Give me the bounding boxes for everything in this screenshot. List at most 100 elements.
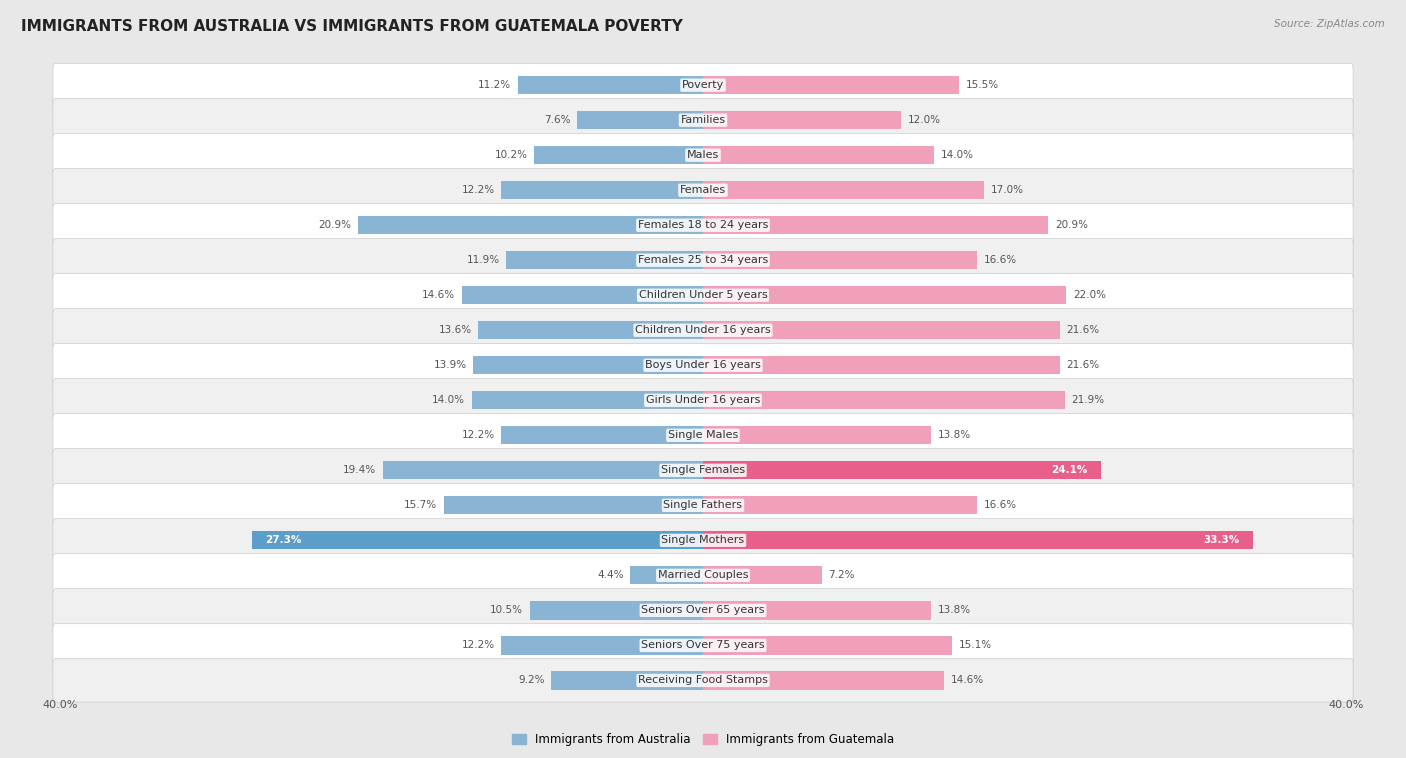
Text: 22.0%: 22.0% bbox=[1073, 290, 1107, 300]
Text: 19.4%: 19.4% bbox=[343, 465, 375, 475]
FancyBboxPatch shape bbox=[53, 449, 1353, 492]
Bar bbox=[703, 76, 959, 94]
Bar bbox=[444, 496, 703, 515]
Text: 12.2%: 12.2% bbox=[461, 185, 495, 196]
FancyBboxPatch shape bbox=[53, 553, 1353, 597]
Text: 33.3%: 33.3% bbox=[1204, 535, 1240, 545]
Text: 14.6%: 14.6% bbox=[950, 675, 984, 685]
Text: 15.7%: 15.7% bbox=[404, 500, 437, 510]
Text: Females 18 to 24 years: Females 18 to 24 years bbox=[638, 221, 768, 230]
Bar bbox=[703, 181, 984, 199]
Bar bbox=[703, 391, 1064, 409]
Text: 16.6%: 16.6% bbox=[984, 500, 1017, 510]
Text: 24.1%: 24.1% bbox=[1052, 465, 1088, 475]
FancyBboxPatch shape bbox=[53, 133, 1353, 177]
Text: 13.9%: 13.9% bbox=[433, 360, 467, 370]
FancyBboxPatch shape bbox=[53, 64, 1353, 107]
FancyBboxPatch shape bbox=[53, 484, 1353, 527]
Text: Single Mothers: Single Mothers bbox=[661, 535, 745, 545]
Text: Girls Under 16 years: Girls Under 16 years bbox=[645, 396, 761, 406]
Text: 13.8%: 13.8% bbox=[938, 431, 970, 440]
Bar bbox=[703, 601, 931, 619]
Text: Females 25 to 34 years: Females 25 to 34 years bbox=[638, 255, 768, 265]
Bar bbox=[461, 286, 703, 305]
Text: Married Couples: Married Couples bbox=[658, 570, 748, 581]
Bar bbox=[703, 321, 1060, 340]
Bar bbox=[252, 531, 703, 550]
Bar bbox=[578, 111, 703, 130]
Text: Single Females: Single Females bbox=[661, 465, 745, 475]
Text: 21.6%: 21.6% bbox=[1066, 325, 1099, 335]
FancyBboxPatch shape bbox=[53, 343, 1353, 387]
Bar bbox=[703, 146, 934, 164]
Bar bbox=[703, 566, 823, 584]
Text: 21.9%: 21.9% bbox=[1071, 396, 1105, 406]
Bar bbox=[357, 216, 703, 234]
Text: 20.9%: 20.9% bbox=[1054, 221, 1088, 230]
Text: Seniors Over 75 years: Seniors Over 75 years bbox=[641, 641, 765, 650]
FancyBboxPatch shape bbox=[53, 589, 1353, 632]
Bar bbox=[703, 461, 1101, 479]
Bar bbox=[506, 251, 703, 269]
Bar bbox=[474, 356, 703, 374]
FancyBboxPatch shape bbox=[53, 518, 1353, 562]
Text: Children Under 16 years: Children Under 16 years bbox=[636, 325, 770, 335]
Text: 27.3%: 27.3% bbox=[266, 535, 301, 545]
FancyBboxPatch shape bbox=[53, 274, 1353, 317]
Bar bbox=[502, 181, 703, 199]
FancyBboxPatch shape bbox=[53, 659, 1353, 702]
Bar bbox=[382, 461, 703, 479]
Text: 13.8%: 13.8% bbox=[938, 606, 970, 615]
FancyBboxPatch shape bbox=[53, 624, 1353, 667]
Bar bbox=[703, 531, 1253, 550]
Bar bbox=[478, 321, 703, 340]
Text: 7.6%: 7.6% bbox=[544, 115, 571, 125]
Text: Single Males: Single Males bbox=[668, 431, 738, 440]
Text: Boys Under 16 years: Boys Under 16 years bbox=[645, 360, 761, 370]
Text: 12.0%: 12.0% bbox=[908, 115, 941, 125]
Text: 17.0%: 17.0% bbox=[990, 185, 1024, 196]
Text: 15.5%: 15.5% bbox=[966, 80, 998, 90]
Bar bbox=[502, 426, 703, 444]
Bar bbox=[703, 356, 1060, 374]
Text: 10.5%: 10.5% bbox=[489, 606, 523, 615]
Text: 20.9%: 20.9% bbox=[318, 221, 352, 230]
FancyBboxPatch shape bbox=[53, 239, 1353, 282]
Text: 14.0%: 14.0% bbox=[941, 150, 974, 160]
Bar bbox=[630, 566, 703, 584]
Text: Females: Females bbox=[681, 185, 725, 196]
Text: 7.2%: 7.2% bbox=[828, 570, 855, 581]
Text: IMMIGRANTS FROM AUSTRALIA VS IMMIGRANTS FROM GUATEMALA POVERTY: IMMIGRANTS FROM AUSTRALIA VS IMMIGRANTS … bbox=[21, 19, 683, 34]
Bar bbox=[703, 286, 1066, 305]
Text: 12.2%: 12.2% bbox=[461, 641, 495, 650]
Bar bbox=[703, 672, 945, 690]
FancyBboxPatch shape bbox=[53, 168, 1353, 212]
FancyBboxPatch shape bbox=[53, 99, 1353, 142]
Bar bbox=[703, 496, 977, 515]
Text: 13.6%: 13.6% bbox=[439, 325, 471, 335]
Text: 15.1%: 15.1% bbox=[959, 641, 993, 650]
Text: Seniors Over 65 years: Seniors Over 65 years bbox=[641, 606, 765, 615]
Text: 16.6%: 16.6% bbox=[984, 255, 1017, 265]
Text: 40.0%: 40.0% bbox=[1329, 700, 1364, 709]
Text: 21.6%: 21.6% bbox=[1066, 360, 1099, 370]
Text: 14.0%: 14.0% bbox=[432, 396, 465, 406]
Bar bbox=[703, 216, 1049, 234]
Text: Source: ZipAtlas.com: Source: ZipAtlas.com bbox=[1274, 19, 1385, 29]
FancyBboxPatch shape bbox=[53, 414, 1353, 457]
Bar bbox=[534, 146, 703, 164]
Bar bbox=[551, 672, 703, 690]
Text: 9.2%: 9.2% bbox=[517, 675, 544, 685]
Text: 14.6%: 14.6% bbox=[422, 290, 456, 300]
Text: Males: Males bbox=[688, 150, 718, 160]
FancyBboxPatch shape bbox=[53, 309, 1353, 352]
Bar bbox=[703, 111, 901, 130]
Bar bbox=[703, 426, 931, 444]
Text: 12.2%: 12.2% bbox=[461, 431, 495, 440]
Bar bbox=[471, 391, 703, 409]
Text: 10.2%: 10.2% bbox=[495, 150, 527, 160]
FancyBboxPatch shape bbox=[53, 203, 1353, 247]
Bar bbox=[703, 251, 977, 269]
Text: Poverty: Poverty bbox=[682, 80, 724, 90]
FancyBboxPatch shape bbox=[53, 378, 1353, 422]
